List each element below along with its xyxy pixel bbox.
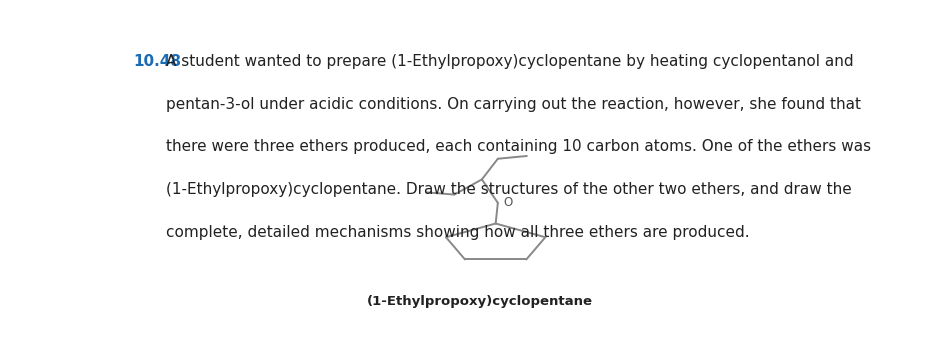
Text: there were three ethers produced, each containing 10 carbon atoms. One of the et: there were three ethers produced, each c… xyxy=(167,139,871,154)
Text: O: O xyxy=(504,196,513,209)
Text: 10.48: 10.48 xyxy=(133,54,181,69)
Text: (1-Ethylpropoxy)cyclopentane. Draw the structures of the other two ethers, and d: (1-Ethylpropoxy)cyclopentane. Draw the s… xyxy=(167,182,852,197)
Text: complete, detailed mechanisms showing how all three ethers are produced.: complete, detailed mechanisms showing ho… xyxy=(167,225,750,240)
Text: A student wanted to prepare (1-Ethylpropoxy)cyclopentane by heating cyclopentano: A student wanted to prepare (1-Ethylprop… xyxy=(167,54,854,69)
Text: pentan-3-ol under acidic conditions. On carrying out the reaction, however, she : pentan-3-ol under acidic conditions. On … xyxy=(167,97,861,112)
Text: (1-Ethylpropoxy)cyclopentane: (1-Ethylpropoxy)cyclopentane xyxy=(367,295,592,308)
